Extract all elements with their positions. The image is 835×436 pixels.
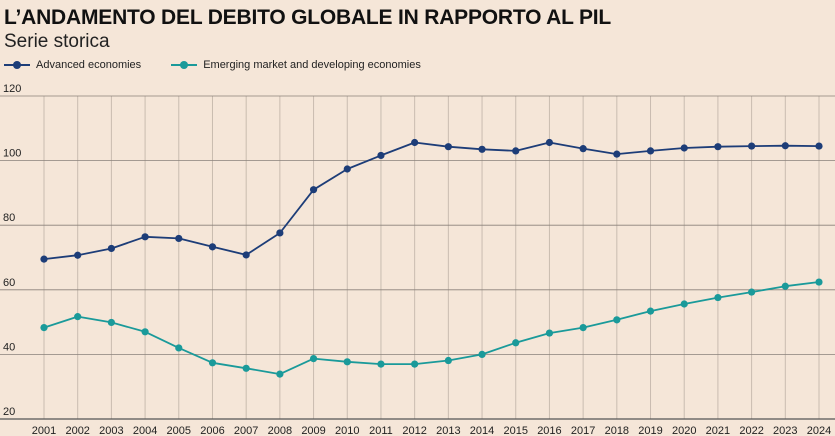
data-point [444,143,452,151]
data-point [242,251,250,259]
legend-swatch-advanced [4,60,30,70]
x-tick-label: 2005 [167,425,191,436]
legend-item-advanced: Advanced economies [4,59,141,71]
data-point [141,233,149,241]
x-tick-label: 2009 [301,425,325,436]
data-point [646,307,655,315]
data-point [175,344,183,352]
chart-title: L’ANDAMENTO DEL DEBITO GLOBALE IN RAPPOR… [4,6,612,29]
chart-subtitle: Serie storica [4,31,110,52]
data-point [613,316,621,324]
x-tick-label: 2018 [605,425,629,436]
data-point [411,138,419,147]
data-point [781,282,789,290]
data-point [74,251,82,259]
data-point [276,370,284,378]
data-point [40,255,48,263]
data-point [141,328,149,336]
x-tick-label: 2012 [402,425,426,436]
data-point [748,288,756,296]
data-point [478,145,486,153]
series-line-0 [43,141,820,260]
data-point [613,150,621,158]
data-point [781,142,789,150]
y-tick-label: 20 [3,406,15,418]
y-tick-label: 60 [3,277,15,289]
data-point [242,364,250,372]
legend-swatch-emerging [171,60,198,70]
x-tick-label: 2016 [537,425,561,436]
x-tick-label: 2011 [369,425,393,436]
x-tick-label: 2017 [571,425,595,436]
data-point [815,278,823,286]
x-tick-label: 2021 [706,425,730,436]
data-point [40,323,48,332]
x-tick-label: 2020 [672,425,696,436]
x-tick-label: 2003 [99,425,123,436]
data-point [444,356,452,365]
data-point [680,300,688,308]
x-tick-label: 2004 [133,425,157,436]
x-tick-label: 2010 [335,425,359,436]
series-line-1 [43,281,820,376]
data-point [377,151,385,160]
data-point [208,243,217,251]
data-point [545,138,554,147]
x-tick-label: 2023 [773,425,797,436]
data-point [343,165,351,173]
x-tick-label: 2008 [268,425,292,436]
x-tick-label: 2002 [65,425,89,436]
y-tick-label: 40 [3,341,15,353]
data-point [411,360,419,368]
data-point [343,358,351,366]
y-tick-label: 120 [3,83,21,95]
data-point [377,360,385,368]
x-tick-label: 2001 [32,425,56,436]
y-tick-label: 100 [3,148,21,160]
legend-item-emerging: Emerging market and developing economies [171,59,421,71]
data-point [74,313,82,321]
legend-label-advanced: Advanced economies [36,59,142,71]
data-point [545,329,554,337]
chart-legend: Advanced economies Emerging market and d… [4,59,421,71]
data-point [478,350,486,358]
data-point [680,144,688,152]
data-point [276,229,284,237]
data-point [309,354,318,363]
x-tick-label: 2014 [470,425,494,436]
data-point [714,143,722,151]
data-point [714,293,722,302]
y-tick-label: 80 [3,212,15,224]
data-point [175,234,183,243]
x-tick-label: 2013 [436,425,460,436]
legend-label-emerging: Emerging market and developing economies [203,59,421,71]
x-tick-label: 2015 [503,425,527,436]
data-point [512,147,520,155]
data-point [309,186,318,194]
data-point [646,147,655,155]
x-tick-label: 2019 [638,425,662,436]
x-tick-label: 2022 [739,425,763,436]
data-point [208,359,217,367]
data-point [748,142,756,150]
data-point [512,339,520,347]
x-tick-label: 2024 [807,425,831,436]
x-tick-label: 2007 [234,425,258,436]
x-tick-label: 2006 [200,425,224,436]
data-point [579,323,587,332]
data-point [107,318,115,327]
data-point [815,142,823,150]
data-point [579,145,587,153]
data-point [107,244,115,253]
